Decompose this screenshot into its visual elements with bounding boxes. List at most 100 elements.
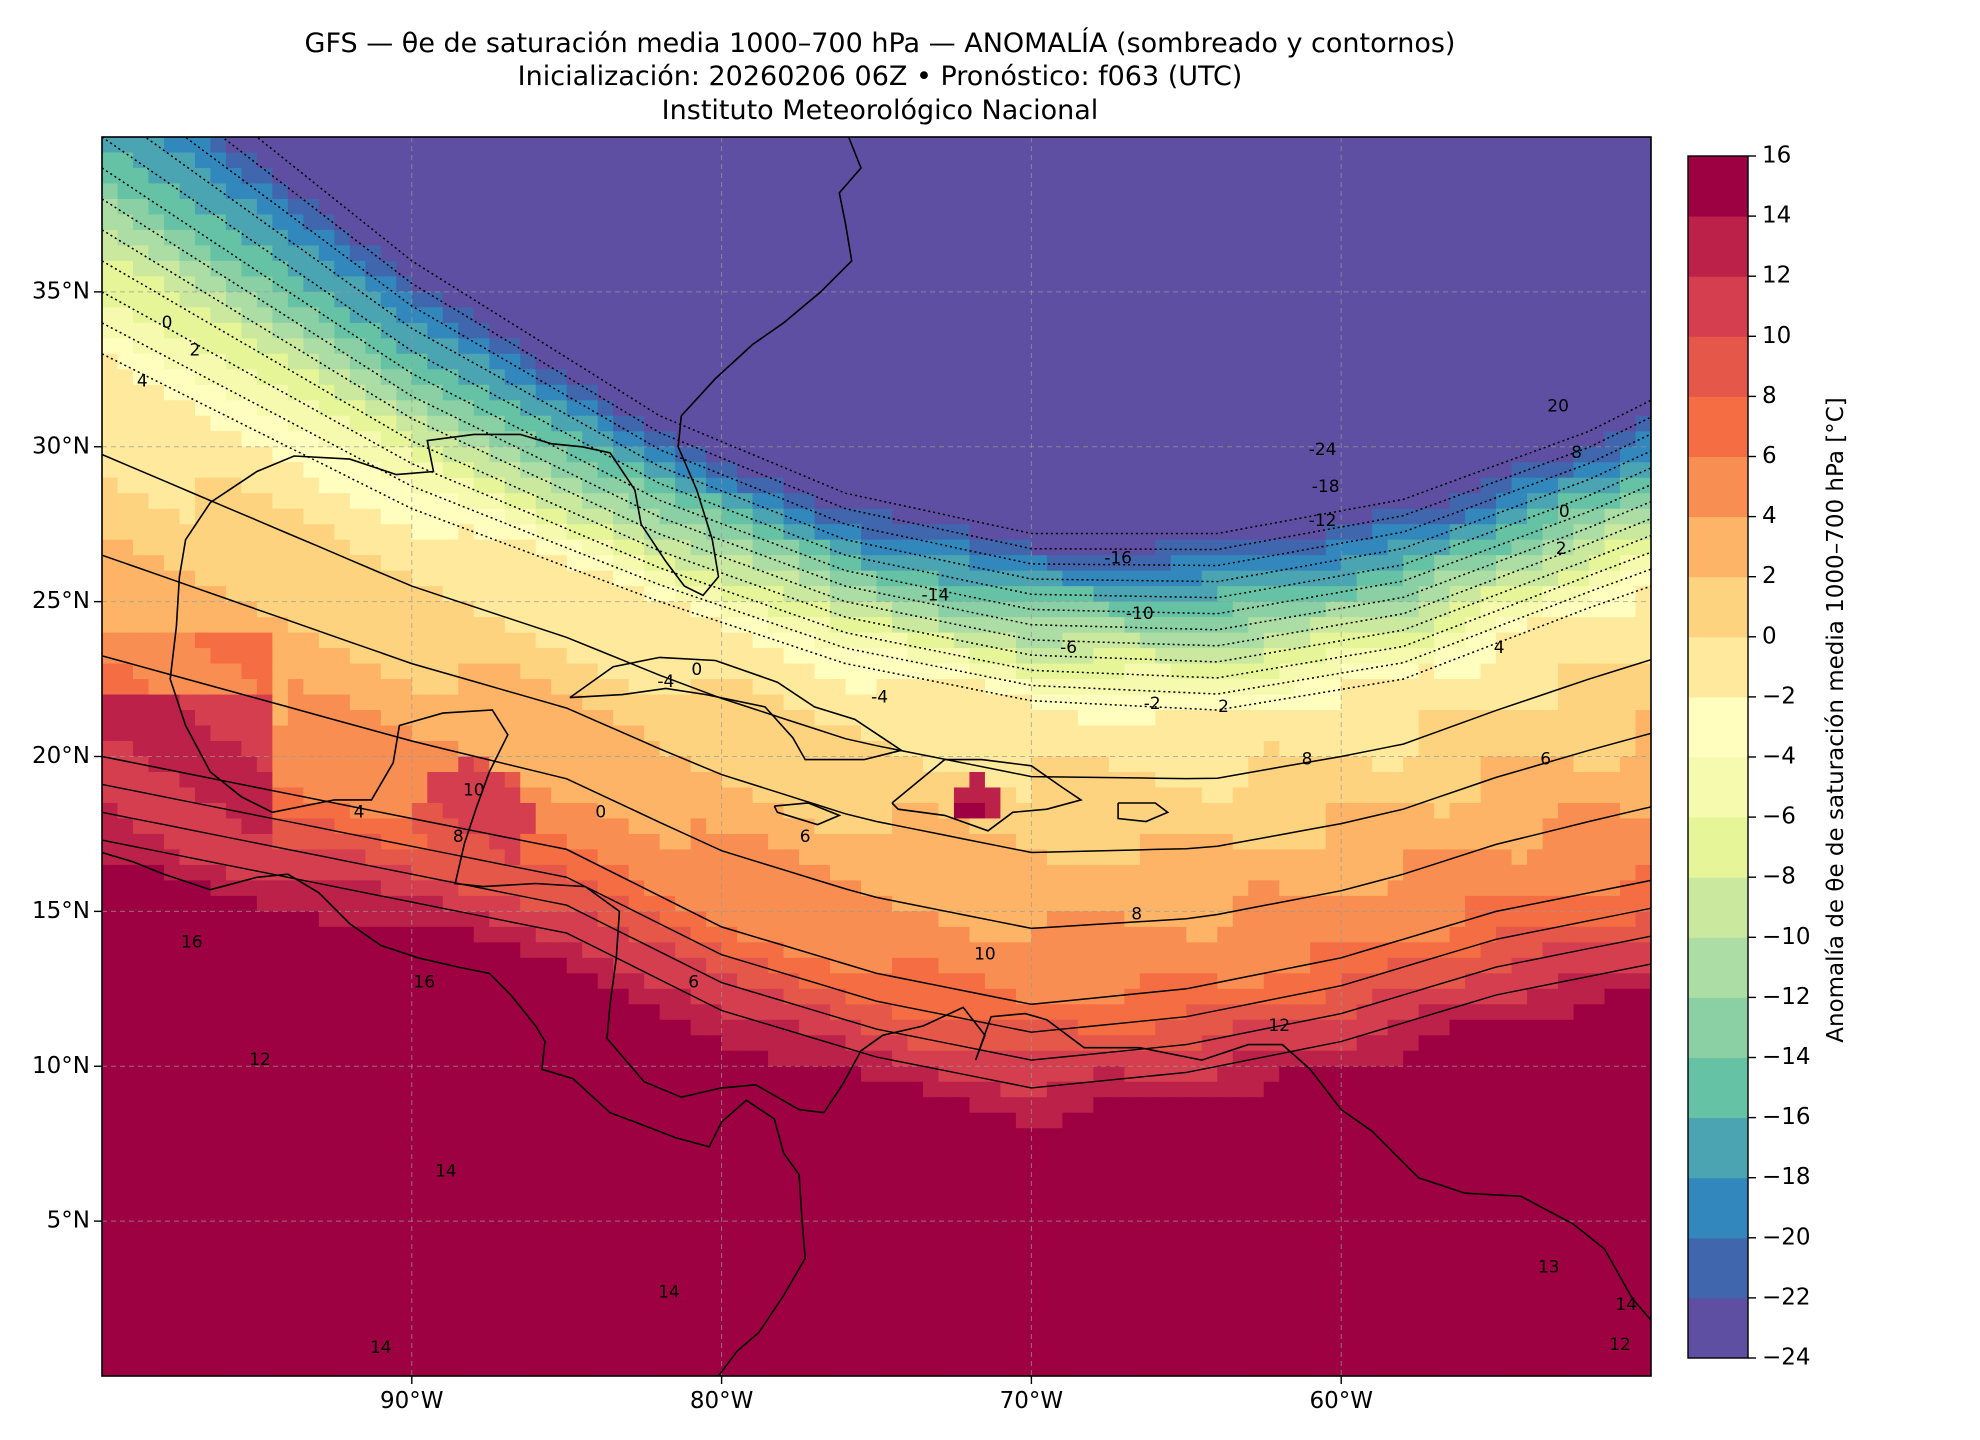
colorbar-tick-label: 4 [1762, 503, 1777, 529]
colorbar-tick-label: −22 [1762, 1284, 1811, 1310]
colorbar-tick-label: −6 [1762, 804, 1796, 830]
contour-label: -18 [1312, 477, 1340, 497]
lat-tick-label: 20°N [32, 743, 90, 769]
title-line-1: GFS — θe de saturación media 1000–700 hP… [304, 28, 1456, 59]
colorbar-tick-label: 2 [1762, 563, 1777, 589]
contour-label: 12 [249, 1050, 271, 1070]
contour-label: -14 [922, 585, 950, 605]
contour-positive [102, 839, 1651, 1089]
lat-tick-label: 15°N [32, 898, 90, 924]
colorbar-label: Anomalía de θe de saturación media 1000–… [1823, 397, 1849, 1042]
colorbar-tick-label: 14 [1762, 203, 1791, 229]
contour-positive [102, 811, 1651, 1061]
colorbar-tick-label: −2 [1762, 683, 1796, 709]
contour-label: -6 [1060, 638, 1077, 658]
contour-negative [102, 260, 1651, 663]
colorbar-tick-label: −20 [1762, 1224, 1811, 1250]
colorbar-segment [1688, 1297, 1748, 1359]
map-field [102, 137, 1651, 1376]
contour-label: 10 [463, 781, 485, 801]
colorbar-tick-label: −10 [1762, 924, 1811, 950]
contour-label: -10 [1126, 604, 1154, 624]
colorbar-tick-label: −4 [1762, 744, 1796, 770]
contour-positive [102, 353, 1651, 711]
contour-label: 6 [1540, 750, 1551, 770]
contour-negative [221, 137, 1651, 551]
contour-label: 8 [1131, 905, 1142, 925]
contour-label: -12 [1309, 511, 1337, 531]
colorbar-segment [1688, 1237, 1748, 1299]
colorbar-tick-label: 16 [1762, 143, 1791, 169]
lon-tick-label: 90°W [380, 1388, 444, 1414]
colorbar-segment [1688, 817, 1748, 878]
colorbar-segment [1688, 937, 1748, 998]
colorbar-segment [1688, 276, 1748, 337]
contour-label: -4 [871, 688, 888, 708]
contour-label: 12 [1609, 1335, 1631, 1355]
contour-label: -24 [1309, 440, 1337, 460]
lon-tick-label: 60°W [1309, 1388, 1373, 1414]
contour-negative [102, 198, 1651, 631]
contour-label: 0 [691, 660, 702, 680]
colorbar-tick-label: 10 [1762, 323, 1791, 349]
contour-label: 2 [189, 341, 200, 361]
gridlines [102, 137, 1651, 1376]
colorbar-tick-label: 0 [1762, 623, 1777, 649]
colorbar-segment [1688, 696, 1748, 758]
colorbar-segment [1688, 1117, 1748, 1179]
colorbar-segment [1688, 877, 1748, 938]
contour-label: 8 [1302, 750, 1313, 770]
colorbar-tick-label: −24 [1762, 1345, 1811, 1371]
contour-label: 8 [453, 827, 464, 847]
colorbar-segment [1688, 216, 1748, 277]
colorbar-tick-label: −16 [1762, 1104, 1811, 1130]
lon-tick-label: 80°W [690, 1388, 754, 1414]
colorbar-segment [1688, 156, 1748, 217]
coastline [102, 851, 807, 1376]
contour-positive [102, 783, 1651, 1033]
lat-tick-label: 25°N [32, 588, 90, 614]
contour-label: 10 [974, 945, 996, 965]
contour-negative [102, 322, 1651, 695]
contour-label: 2 [1556, 539, 1567, 559]
coastline [773, 802, 842, 826]
colorbar-segment [1688, 576, 1748, 638]
contour-label: 16 [413, 973, 435, 993]
colorbar-tick-label: −12 [1762, 984, 1811, 1010]
contour-label: 13 [1538, 1258, 1560, 1278]
contour-label: -16 [1104, 548, 1132, 568]
contour-positive [102, 453, 1651, 780]
colorbar-tick-label: 6 [1762, 443, 1777, 469]
contour-label: 0 [1559, 502, 1570, 522]
colorbar-tick-label: −8 [1762, 864, 1796, 890]
colorbar-segment [1688, 456, 1748, 518]
contour-negative [102, 167, 1651, 615]
lat-tick-label: 35°N [32, 278, 90, 304]
contour-negative [102, 229, 1651, 647]
lat-tick-label: 5°N [47, 1208, 90, 1234]
contour-label: 8 [1571, 443, 1582, 463]
coastline [169, 137, 1651, 1321]
contour-label: 4 [137, 372, 148, 392]
contour-label: 0 [595, 802, 606, 822]
latitude-axis: 35°N 30°N 25°N 20°N 15°N 10°N 5°N [32, 278, 102, 1234]
anomaly-contours [102, 137, 1651, 1089]
contour-label: 6 [688, 973, 699, 993]
colorbar-tick-label: 8 [1762, 383, 1777, 409]
contour-positive [102, 655, 1651, 930]
lon-tick-label: 70°W [1000, 1388, 1064, 1414]
lat-tick-label: 10°N [32, 1053, 90, 1079]
contour-label: -4 [657, 672, 674, 692]
contour-negative [102, 291, 1651, 679]
colorbar-tick-label: 12 [1762, 263, 1791, 289]
contour-label: 14 [435, 1162, 457, 1182]
contour-label: 14 [370, 1338, 392, 1358]
colorbar-segment [1688, 516, 1748, 578]
contour-label: 0 [162, 313, 173, 333]
lat-tick-label: 30°N [32, 433, 90, 459]
contour-label: 16 [181, 932, 203, 952]
coastlines [102, 137, 1651, 1376]
colorbar-tick-label: −18 [1762, 1164, 1811, 1190]
contour-negative [143, 137, 1651, 583]
